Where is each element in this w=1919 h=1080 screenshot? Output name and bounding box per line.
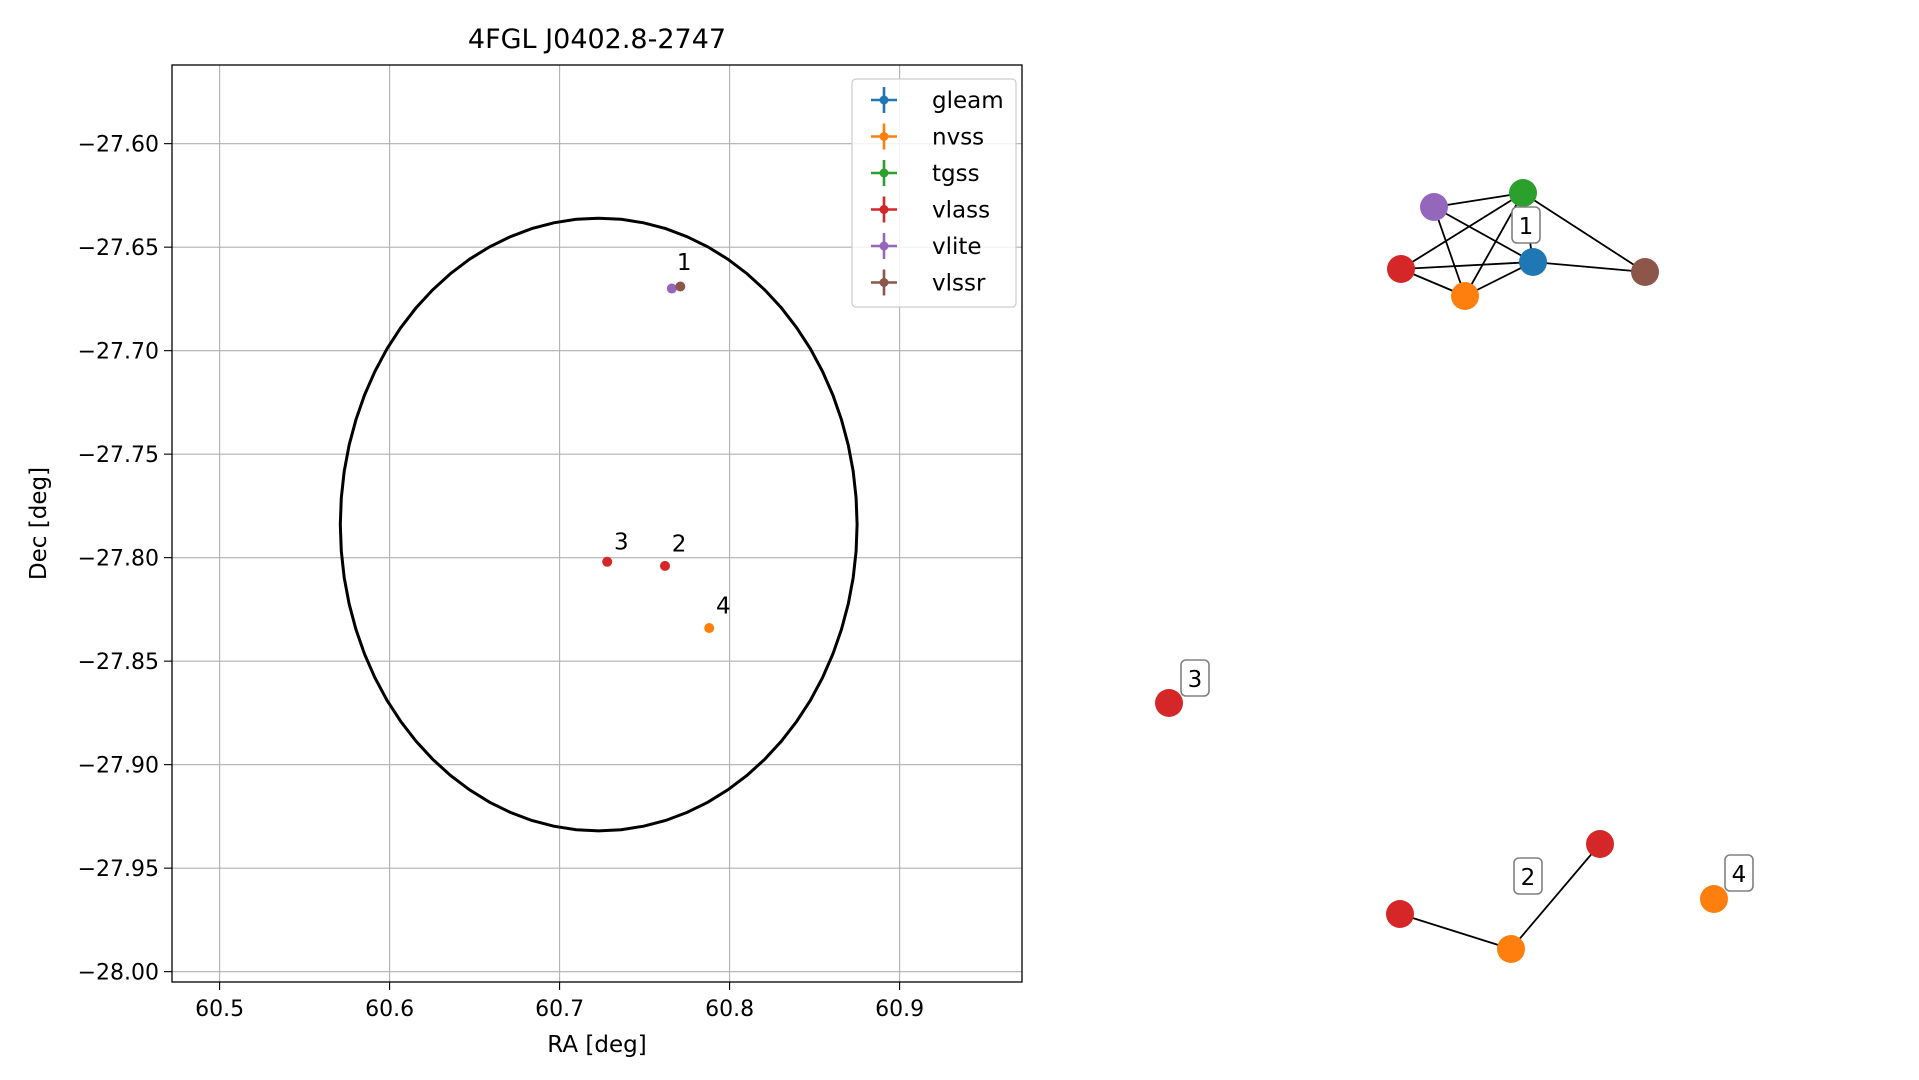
group-label-box [1513, 857, 1543, 895]
network-edge [1532, 261, 1646, 273]
y-tick-label: −27.75 [78, 443, 159, 468]
network-node [1631, 258, 1659, 286]
y-tick-label: −28.00 [78, 961, 159, 986]
x-tick-label: 60.7 [535, 997, 584, 1022]
group-label: 2 [1521, 865, 1536, 891]
legend-label: vlite [932, 234, 982, 260]
network-edge [1522, 192, 1646, 273]
legend-label: nvss [932, 125, 984, 151]
y-tick-label: −27.85 [78, 650, 159, 675]
point-annotation: 2 [672, 531, 687, 557]
point-annotations: 1 2 3 4 [614, 250, 731, 620]
x-axis-label: RA [deg] [547, 1032, 646, 1058]
legend-marker-nvss [879, 132, 889, 141]
group-label-box [1724, 854, 1754, 892]
network-edge [1433, 206, 1534, 263]
network-nodes [1155, 179, 1728, 963]
legend-marker-tgss [879, 168, 889, 178]
scatter-plot: 1 2 3 4 60.5 60.6 60.7 60.8 60.9 −27.60 −27.65 −27… [26, 24, 1023, 1058]
group-label: 4 [1732, 862, 1747, 888]
legend-marker-vlite [879, 241, 889, 251]
network-node [1497, 935, 1525, 963]
network-edge [1400, 261, 1534, 270]
network-edge [1400, 192, 1524, 270]
group-label: 3 [1188, 667, 1203, 693]
localization-ellipse [338, 216, 859, 833]
point-vlass [660, 560, 670, 571]
network-node [1420, 193, 1448, 221]
chart-title: 4FGL J0402.8-2747 [468, 24, 726, 55]
network-edge [1510, 843, 1601, 950]
x-tick-label: 60.9 [875, 997, 924, 1022]
network-node [1700, 885, 1728, 913]
group-label-box [1511, 206, 1541, 244]
y-tick-label: −27.60 [78, 133, 159, 158]
ellipse-path [338, 216, 859, 833]
legend-label: gleam [932, 88, 1004, 114]
plot-frame [171, 64, 1023, 983]
y-axis-label: Dec [deg] [26, 467, 52, 580]
point-annotation: 1 [677, 250, 692, 276]
y-tick-label: −27.65 [78, 236, 159, 261]
network-edge [1399, 913, 1512, 950]
network-node [1586, 830, 1614, 858]
legend-marker-vlass [879, 205, 889, 214]
network-edge [1433, 206, 1466, 297]
grid-lines [172, 65, 1022, 982]
network-group-labels: 1 2 3 4 [1180, 206, 1754, 895]
point-vlite [666, 283, 677, 294]
y-tick-label: −27.95 [78, 857, 159, 882]
legend-label: tgss [932, 161, 980, 187]
x-tick-label: 60.8 [705, 997, 754, 1022]
axis-ticks: 60.5 60.6 60.7 60.8 60.9 −27.60 −27.65 −27.70 −2… [78, 133, 925, 1022]
network-node [1509, 179, 1537, 207]
network-node [1451, 282, 1479, 310]
group-label-box [1180, 659, 1210, 697]
point-annotation: 4 [716, 594, 731, 620]
network-node [1519, 248, 1547, 276]
x-tick-label: 60.6 [365, 997, 414, 1022]
data-points [602, 281, 715, 634]
legend-marker-gleam [879, 95, 889, 105]
y-tick-label: −27.90 [78, 754, 159, 779]
point-annotation: 3 [614, 529, 629, 555]
network-graph: 1 2 3 4 [1155, 179, 1754, 963]
point-nvss [704, 623, 715, 634]
legend-label: vlssr [932, 271, 986, 297]
network-edge [1433, 192, 1524, 208]
point-vlass [602, 556, 613, 567]
point-vlssr [675, 281, 686, 292]
network-node [1386, 900, 1414, 928]
group-label: 1 [1519, 214, 1534, 240]
y-tick-label: −27.70 [78, 340, 159, 365]
legend: gleam nvss tgss vlass vlite vlssr [851, 78, 1017, 308]
network-node [1155, 689, 1183, 717]
network-node [1387, 255, 1415, 283]
y-tick-label: −27.80 [78, 547, 159, 572]
x-tick-label: 60.5 [195, 997, 244, 1022]
legend-label: vlass [932, 198, 990, 224]
legend-marker-vlssr [879, 278, 889, 287]
